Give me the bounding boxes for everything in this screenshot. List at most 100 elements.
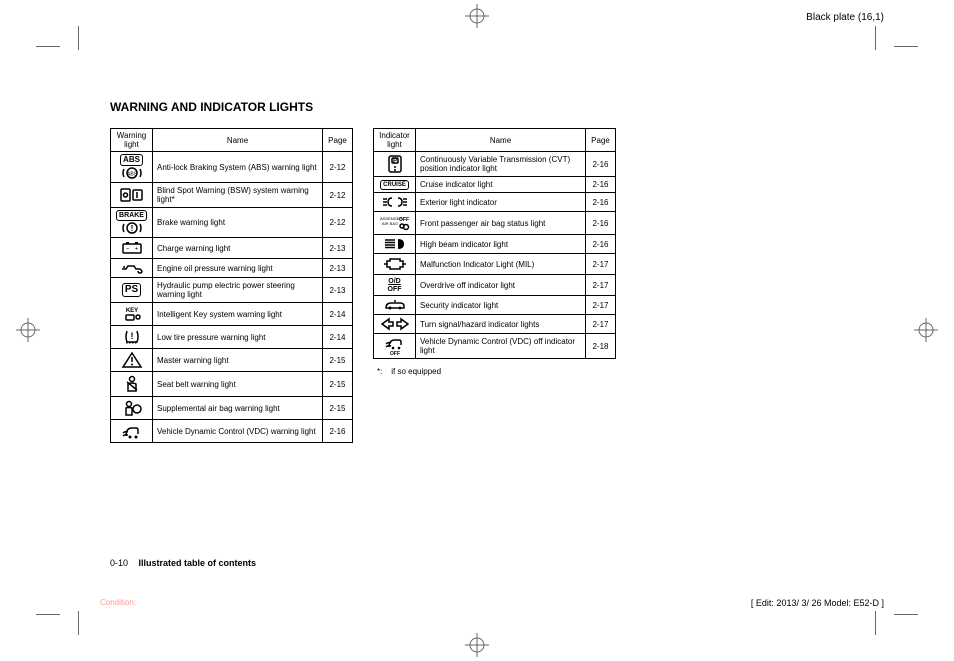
table-row: KEY Intelligent Key system warning light2…: [111, 303, 353, 326]
table-row: ABSABSAnti-lock Braking System (ABS) war…: [111, 152, 353, 183]
table-row: −+Charge warning light2-13: [111, 238, 353, 259]
oil-icon: [111, 259, 153, 278]
row-name: Low tire pressure warning light: [153, 326, 323, 349]
table-row: ! Low tire pressure warning light2-14: [111, 326, 353, 349]
row-page: 2-16: [586, 212, 616, 235]
pass-airbag-icon: PASSENGERAIR BAGOFF: [374, 212, 416, 235]
registration-mark-icon: [16, 318, 40, 342]
brake-icon: BRAKE!: [111, 208, 153, 238]
row-name: Turn signal/hazard indicator lights: [416, 315, 586, 334]
cruise-icon: CRUISE: [374, 177, 416, 193]
footnote-mark: *:: [377, 367, 382, 376]
row-name: Continuously Variable Transmission (CVT)…: [416, 152, 586, 177]
key-icon: KEY: [111, 303, 153, 326]
registration-mark-icon: [465, 633, 489, 657]
svg-text:AIR BAG: AIR BAG: [381, 221, 397, 226]
col-header-page: Page: [323, 129, 353, 152]
row-page: 2-15: [323, 372, 353, 397]
crop-mark: [875, 26, 876, 50]
row-page: 2-14: [323, 326, 353, 349]
row-page: 2-12: [323, 152, 353, 183]
abs-icon: ABSABS: [111, 152, 153, 183]
registration-mark-icon: [914, 318, 938, 342]
row-page: 2-15: [323, 397, 353, 420]
row-name: Hydraulic pump electric power steering w…: [153, 278, 323, 303]
svg-text:−: −: [125, 247, 129, 253]
warning-lights-table: Warning light Name Page ABSABSAnti-lock …: [110, 128, 353, 443]
crop-mark: [36, 614, 60, 615]
col-header-icon: Indicator light: [374, 129, 416, 152]
row-name: Supplemental air bag warning light: [153, 397, 323, 420]
page-content: WARNING AND INDICATOR LIGHTS Warning lig…: [110, 100, 870, 443]
row-name: Exterior light indicator: [416, 193, 586, 212]
row-page: 2-18: [586, 334, 616, 359]
cvt-icon: P: [374, 152, 416, 177]
row-name: Seat belt warning light: [153, 372, 323, 397]
col-header-name: Name: [416, 129, 586, 152]
row-name: Overdrive off indicator light: [416, 275, 586, 296]
row-name: Anti-lock Braking System (ABS) warning l…: [153, 152, 323, 183]
col-header-name: Name: [153, 129, 323, 152]
row-page: 2-13: [323, 278, 353, 303]
row-name: Charge warning light: [153, 238, 323, 259]
svg-text:ABS: ABS: [126, 172, 137, 178]
col-header-icon: Warning light: [111, 129, 153, 152]
row-name: Brake warning light: [153, 208, 323, 238]
tire-icon: !: [111, 326, 153, 349]
vdc-icon: [111, 420, 153, 443]
condition-label: Condition:: [100, 598, 136, 607]
table-row: Exterior light indicator2-16: [374, 193, 616, 212]
crop-mark: [36, 46, 60, 47]
section-title: WARNING AND INDICATOR LIGHTS: [110, 100, 870, 114]
ext-light-icon: [374, 193, 416, 212]
security-icon: [374, 296, 416, 315]
row-page: 2-12: [323, 183, 353, 208]
row-name: Master warning light: [153, 349, 323, 372]
crop-mark: [78, 26, 79, 50]
od-off-icon: O/DOFF: [374, 275, 416, 296]
svg-text:!: !: [130, 224, 133, 233]
registration-mark-icon: [465, 4, 489, 28]
airbag-icon: [111, 397, 153, 420]
table-row: Security indicator light2-17: [374, 296, 616, 315]
row-page: 2-13: [323, 259, 353, 278]
table-row: Malfunction Indicator Light (MIL)2-17: [374, 254, 616, 275]
crop-mark: [894, 614, 918, 615]
row-page: 2-16: [586, 152, 616, 177]
row-name: Cruise indicator light: [416, 177, 586, 193]
black-plate-label: Black plate (16,1): [806, 12, 884, 23]
table-row: PContinuously Variable Transmission (CVT…: [374, 152, 616, 177]
row-name: Engine oil pressure warning light: [153, 259, 323, 278]
row-name: Malfunction Indicator Light (MIL): [416, 254, 586, 275]
row-page: 2-14: [323, 303, 353, 326]
mil-icon: [374, 254, 416, 275]
highbeam-icon: [374, 235, 416, 254]
seatbelt-icon: [111, 372, 153, 397]
crop-mark: [875, 611, 876, 635]
tables-container: Warning light Name Page ABSABSAnti-lock …: [110, 128, 870, 443]
table-row: Blind Spot Warning (BSW) system warning …: [111, 183, 353, 208]
row-name: Intelligent Key system warning light: [153, 303, 323, 326]
footer-title: Illustrated table of contents: [139, 558, 257, 568]
indicator-lights-table: Indicator light Name Page PContinuously …: [373, 128, 616, 359]
table-row: High beam indicator light2-16: [374, 235, 616, 254]
vdc-off-icon: OFF: [374, 334, 416, 359]
svg-text:KEY: KEY: [125, 308, 137, 314]
footer-edit-meta: [ Edit: 2013/ 3/ 26 Model: E52-D ]: [751, 598, 884, 608]
row-name: Security indicator light: [416, 296, 586, 315]
svg-text:!: !: [130, 331, 133, 341]
footer-left: 0-10 Illustrated table of contents: [110, 558, 256, 568]
row-page: 2-16: [586, 235, 616, 254]
footnote: *: if so equipped: [377, 367, 616, 376]
indicator-column: Indicator light Name Page PContinuously …: [373, 128, 616, 376]
bsw-icon: [111, 183, 153, 208]
table-header-row: Indicator light Name Page: [374, 129, 616, 152]
row-page: 2-12: [323, 208, 353, 238]
row-page: 2-17: [586, 296, 616, 315]
table-row: PSHydraulic pump electric power steering…: [111, 278, 353, 303]
crop-mark: [894, 46, 918, 47]
row-name: Blind Spot Warning (BSW) system warning …: [153, 183, 323, 208]
table-header-row: Warning light Name Page: [111, 129, 353, 152]
row-name: Vehicle Dynamic Control (VDC) warning li…: [153, 420, 323, 443]
page-number: 0-10: [110, 558, 128, 568]
